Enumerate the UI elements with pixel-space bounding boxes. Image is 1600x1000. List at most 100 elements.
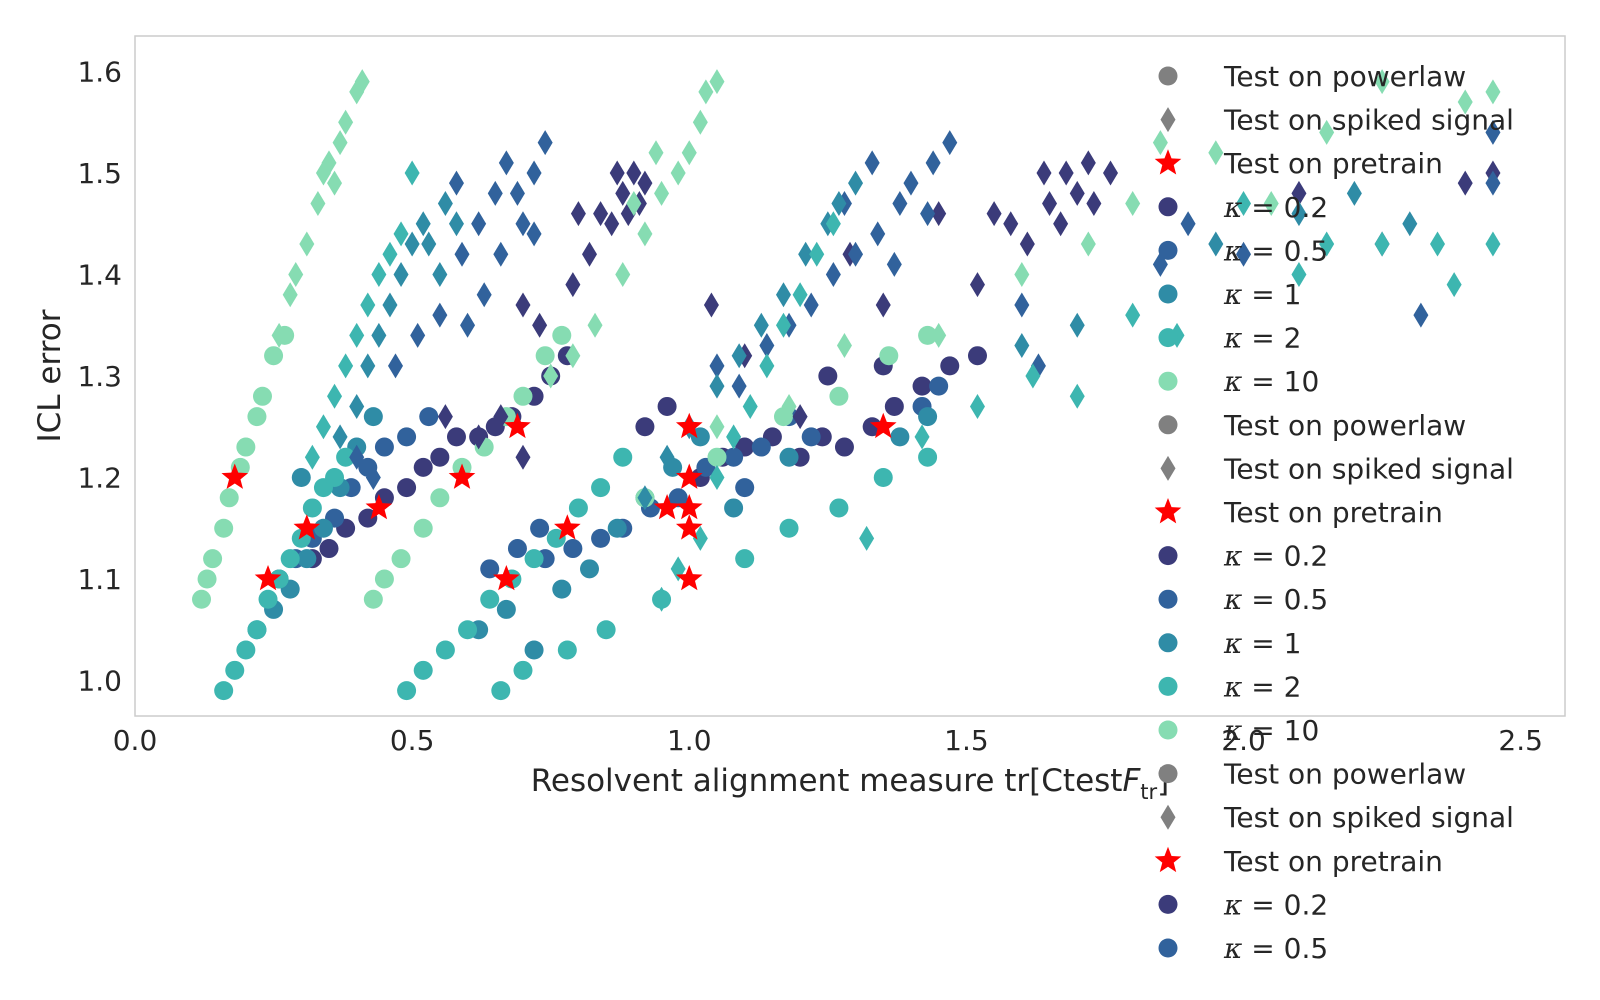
data-point-diamond bbox=[1080, 150, 1096, 176]
data-point-diamond bbox=[892, 190, 908, 216]
data-point-circle bbox=[214, 518, 234, 538]
data-point-circle bbox=[724, 498, 744, 518]
data-point-circle bbox=[197, 569, 217, 589]
data-point-diamond bbox=[349, 393, 365, 419]
legend-marker-circle bbox=[1158, 676, 1178, 696]
legend-entry: κ = 0.5 bbox=[1158, 234, 1328, 267]
data-point-circle bbox=[873, 467, 893, 487]
data-point-circle bbox=[302, 498, 322, 518]
data-point-circle bbox=[435, 640, 455, 660]
data-point-diamond bbox=[670, 160, 686, 186]
data-point-diamond bbox=[593, 201, 609, 227]
legend-entry: Test on pretrain bbox=[1154, 496, 1443, 529]
data-point-diamond bbox=[1014, 292, 1030, 318]
data-point-diamond bbox=[825, 262, 841, 288]
data-point-diamond bbox=[726, 424, 742, 450]
data-point-diamond bbox=[1036, 160, 1052, 186]
data-point-diamond bbox=[437, 190, 453, 216]
data-point-circle bbox=[397, 427, 417, 447]
legend-label: κ = 0.2 bbox=[1223, 540, 1328, 573]
pretrain-star-point bbox=[675, 514, 703, 540]
data-point-diamond bbox=[886, 251, 902, 277]
data-point-diamond bbox=[476, 282, 492, 308]
data-point-circle bbox=[313, 518, 333, 538]
data-point-diamond bbox=[803, 292, 819, 318]
legend-label: κ = 1 bbox=[1223, 278, 1301, 311]
pretrain-star-point bbox=[221, 463, 249, 489]
plot-area bbox=[192, 69, 1501, 701]
data-point-diamond bbox=[1413, 302, 1429, 328]
legend-entry: Test on powerlaw bbox=[1158, 60, 1466, 93]
legend: Test on powerlaw Test on spiked signal Tes… bbox=[1154, 60, 1514, 965]
legend-marker-diamond bbox=[1160, 455, 1176, 481]
data-point-diamond bbox=[454, 241, 470, 267]
data-point-circle bbox=[413, 660, 433, 680]
data-point-circle bbox=[596, 620, 616, 640]
data-point-circle bbox=[724, 447, 744, 467]
y-tick-label: 1.2 bbox=[77, 461, 122, 494]
data-point-diamond bbox=[404, 160, 420, 186]
data-point-circle bbox=[591, 478, 611, 498]
pretrain-star-point bbox=[653, 493, 681, 520]
pretrain-star-point bbox=[504, 412, 531, 439]
legend-marker-circle bbox=[1158, 938, 1178, 958]
data-point-diamond bbox=[565, 343, 581, 369]
legend-marker-circle bbox=[1158, 328, 1178, 348]
data-point-diamond bbox=[437, 404, 453, 430]
data-point-diamond bbox=[864, 150, 880, 176]
data-point-circle bbox=[967, 346, 987, 366]
data-point-diamond bbox=[537, 130, 553, 156]
legend-label: Test on powerlaw bbox=[1223, 758, 1466, 791]
data-point-circle bbox=[552, 579, 572, 599]
data-point-diamond bbox=[1069, 180, 1085, 206]
data-point-circle bbox=[446, 427, 466, 447]
data-point-diamond bbox=[388, 353, 404, 379]
pretrain-star-point bbox=[675, 463, 703, 489]
data-point-circle bbox=[507, 539, 527, 559]
legend-entry: κ = 0.2 bbox=[1158, 540, 1328, 573]
data-point-circle bbox=[918, 325, 938, 345]
legend-marker-circle bbox=[1158, 197, 1178, 217]
data-point-diamond bbox=[371, 322, 387, 348]
legend-entry: κ = 2 bbox=[1158, 322, 1301, 355]
legend-label: Test on spiked signal bbox=[1223, 452, 1514, 485]
data-point-diamond bbox=[709, 69, 725, 95]
legend-label: Test on pretrain bbox=[1223, 147, 1443, 180]
data-point-diamond bbox=[781, 393, 797, 419]
data-point-diamond bbox=[460, 312, 476, 338]
data-point-diamond bbox=[609, 160, 625, 186]
data-point-diamond bbox=[1485, 231, 1501, 257]
legend-marker-circle bbox=[1158, 589, 1178, 609]
legend-label: κ = 10 bbox=[1223, 365, 1319, 398]
data-point-diamond bbox=[753, 312, 769, 338]
y-tick-label: 1.0 bbox=[77, 664, 122, 697]
x-tick-label: 2.0 bbox=[1221, 724, 1266, 757]
legend-label: κ = 2 bbox=[1223, 322, 1301, 355]
data-point-circle bbox=[374, 569, 394, 589]
data-point-diamond bbox=[626, 160, 642, 186]
data-point-circle bbox=[568, 498, 588, 518]
legend-entry: κ = 2 bbox=[1158, 670, 1301, 703]
data-point-diamond bbox=[360, 292, 376, 318]
data-point-circle bbox=[430, 447, 450, 467]
data-point-circle bbox=[940, 356, 960, 376]
data-point-circle bbox=[496, 599, 516, 619]
data-point-diamond bbox=[526, 221, 542, 247]
data-point-circle bbox=[280, 549, 300, 569]
legend-label: Test on pretrain bbox=[1223, 845, 1443, 878]
data-point-diamond bbox=[1053, 211, 1069, 237]
data-point-circle bbox=[413, 457, 433, 477]
data-point-diamond bbox=[332, 424, 348, 450]
data-point-circle bbox=[491, 681, 511, 701]
pretrain-star-point bbox=[365, 493, 393, 520]
data-point-diamond bbox=[742, 393, 758, 419]
data-point-circle bbox=[879, 346, 899, 366]
data-point-diamond bbox=[709, 353, 725, 379]
data-point-diamond bbox=[1014, 333, 1030, 359]
data-point-circle bbox=[214, 681, 234, 701]
legend-marker-circle bbox=[1158, 415, 1178, 435]
data-point-diamond bbox=[393, 262, 409, 288]
data-point-circle bbox=[319, 539, 339, 559]
data-point-circle bbox=[236, 640, 256, 660]
